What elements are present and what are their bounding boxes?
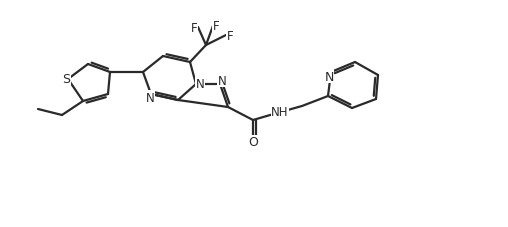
Text: N: N: [196, 77, 204, 90]
Text: F: F: [213, 20, 219, 32]
Text: N: N: [324, 70, 334, 83]
Text: F: F: [190, 21, 197, 34]
Text: O: O: [248, 136, 258, 149]
Text: S: S: [62, 72, 70, 85]
Text: F: F: [227, 29, 233, 42]
Text: NH: NH: [271, 105, 289, 118]
Text: N: N: [146, 91, 154, 104]
Text: N: N: [217, 74, 227, 87]
